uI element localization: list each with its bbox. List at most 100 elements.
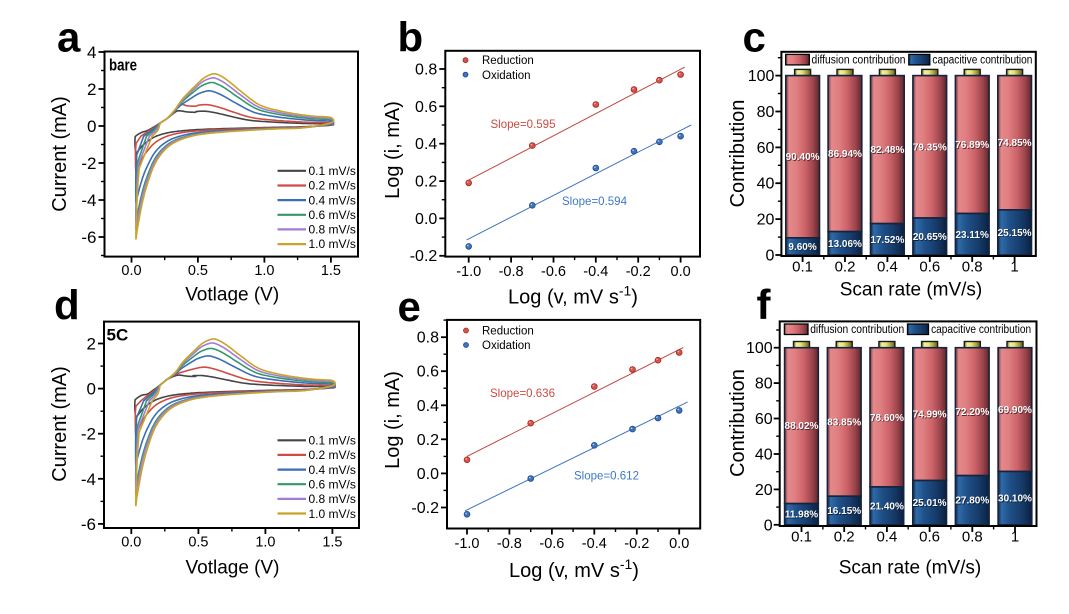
svg-text:30.10%: 30.10% [999,494,1033,505]
svg-text:Scan rate (mV/s): Scan rate (mV/s) [839,558,982,579]
svg-text:27.80%: 27.80% [956,497,990,508]
svg-text:80: 80 [757,104,775,121]
svg-text:25.01%: 25.01% [913,499,947,510]
svg-text:40: 40 [755,447,773,464]
svg-text:40: 40 [757,176,775,193]
svg-text:Log (i, mA): Log (i, mA) [382,101,404,199]
svg-text:74.85%: 74.85% [998,138,1032,149]
svg-text:Log (v, mV s-1): Log (v, mV s-1) [508,283,638,309]
svg-text:76.89%: 76.89% [956,141,990,152]
svg-text:20: 20 [757,212,775,229]
svg-text:78.60%: 78.60% [871,414,905,425]
svg-text:0.1: 0.1 [791,529,812,546]
svg-text:72.20%: 72.20% [955,407,989,418]
svg-text:-0.8: -0.8 [497,536,522,552]
svg-text:0.4: 0.4 [417,398,439,415]
svg-text:9.60%: 9.60% [789,243,817,254]
svg-text:-0.4: -0.4 [583,264,608,280]
svg-text:0.2: 0.2 [417,432,439,449]
svg-text:0.0: 0.0 [669,536,689,552]
svg-text:0.0: 0.0 [671,264,691,280]
svg-text:78.60%: 78.60% [870,413,904,424]
svg-text:-0.2: -0.2 [626,264,651,280]
svg-text:0.8: 0.8 [417,330,439,347]
svg-text:0: 0 [764,517,773,534]
svg-text:23.11%: 23.11% [956,231,989,242]
svg-text:Log (i, mA): Log (i, mA) [382,371,404,469]
svg-text:86.94%: 86.94% [829,150,863,161]
svg-text:Slope=0.636: Slope=0.636 [490,386,555,400]
svg-text:9.60%: 9.60% [788,242,816,253]
svg-text:0.0: 0.0 [415,211,437,228]
svg-text:0.8 mV/s: 0.8 mV/s [309,223,356,237]
svg-text:0.1: 0.1 [792,259,813,276]
svg-text:0.2: 0.2 [835,259,856,276]
svg-text:79.35%: 79.35% [913,142,947,153]
svg-text:Slope=0.595: Slope=0.595 [491,117,556,131]
svg-text:-1.0: -1.0 [456,264,481,280]
svg-text:76.89%: 76.89% [955,140,989,151]
svg-text:0.2 mV/s: 0.2 mV/s [309,179,356,193]
svg-text:Contribution: Contribution [727,100,749,208]
svg-text:74.99%: 74.99% [913,410,947,421]
svg-text:74.85%: 74.85% [998,139,1032,150]
svg-text:diffusion contribution: diffusion contribution [812,55,906,67]
svg-text:0.8 mV/s: 0.8 mV/s [309,492,356,506]
svg-text:1.0 mV/s: 1.0 mV/s [309,507,356,521]
svg-text:90.40%: 90.40% [786,152,820,163]
svg-text:1.5: 1.5 [322,535,342,551]
svg-text:100: 100 [746,340,773,357]
svg-text:-0.6: -0.6 [541,264,566,280]
svg-text:17.52%: 17.52% [870,235,904,246]
svg-text:Votlage (V): Votlage (V) [186,558,280,579]
svg-text:25.15%: 25.15% [998,228,1032,239]
svg-text:0.6: 0.6 [415,99,437,116]
svg-text:0.2 mV/s: 0.2 mV/s [309,448,356,462]
svg-text:16.15%: 16.15% [827,506,861,517]
svg-text:capacitive contribution: capacitive contribution [932,55,1032,67]
svg-text:-0.6: -0.6 [539,536,564,552]
svg-text:a: a [57,14,81,61]
svg-text:Contribution: Contribution [727,369,749,477]
svg-text:bare: bare [109,56,137,75]
svg-text:11.98%: 11.98% [785,510,818,521]
svg-text:16.15%: 16.15% [828,507,862,518]
svg-text:69.90%: 69.90% [999,406,1033,417]
svg-text:-6: -6 [81,228,96,247]
svg-text:Current (mA): Current (mA) [49,96,71,212]
svg-text:-1.0: -1.0 [455,536,480,552]
svg-text:0.2: 0.2 [834,529,855,546]
svg-text:0: 0 [87,380,96,399]
svg-text:0.6 mV/s: 0.6 mV/s [309,208,356,222]
svg-text:69.90%: 69.90% [998,405,1032,416]
svg-text:0.4 mV/s: 0.4 mV/s [309,193,356,207]
svg-text:74.99%: 74.99% [913,410,947,421]
svg-text:1: 1 [1011,529,1019,546]
svg-text:20: 20 [755,482,773,499]
svg-text:2: 2 [87,80,96,99]
svg-text:0.1 mV/s: 0.1 mV/s [309,434,356,448]
svg-text:21.40%: 21.40% [870,501,904,512]
svg-text:1.0 mV/s: 1.0 mV/s [309,237,356,251]
svg-text:f: f [757,281,772,328]
svg-text:79.35%: 79.35% [914,143,948,154]
svg-text:82.48%: 82.48% [870,145,904,156]
svg-text:20.65%: 20.65% [913,232,947,243]
svg-text:capacitive contribution: capacitive contribution [931,324,1031,336]
svg-text:0.6: 0.6 [919,259,940,276]
svg-text:82.48%: 82.48% [871,146,905,157]
svg-text:-4: -4 [81,470,96,489]
svg-text:0.6: 0.6 [417,364,439,381]
svg-text:-0.8: -0.8 [499,264,524,280]
svg-text:0.4: 0.4 [415,136,437,153]
svg-text:90.40%: 90.40% [786,153,820,164]
svg-text:72.20%: 72.20% [956,408,990,419]
svg-text:4: 4 [87,43,96,62]
svg-text:13.06%: 13.06% [829,240,863,251]
svg-text:Scan rate (mV/s): Scan rate (mV/s) [840,280,983,301]
svg-text:60: 60 [755,411,773,428]
svg-text:-0.2: -0.2 [410,248,438,265]
svg-text:0.5: 0.5 [188,263,208,279]
svg-text:25.15%: 25.15% [998,229,1032,240]
svg-text:86.94%: 86.94% [828,149,862,160]
